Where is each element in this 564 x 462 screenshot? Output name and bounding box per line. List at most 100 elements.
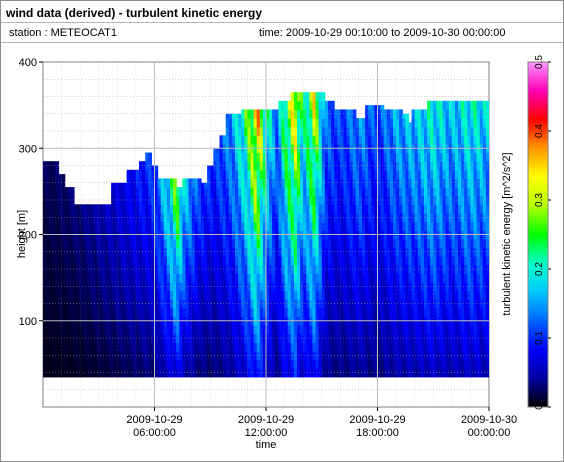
heatmap-cell <box>179 256 183 266</box>
heatmap-cell <box>485 204 489 214</box>
heatmap-cell <box>287 325 292 335</box>
heatmap-cell <box>303 178 307 188</box>
heatmap-cell <box>312 299 317 309</box>
heatmap-cell <box>408 187 413 197</box>
heatmap-cell <box>207 195 211 205</box>
heatmap-cell <box>358 256 363 266</box>
heatmap-cell <box>343 307 348 318</box>
heatmap-cell <box>340 333 345 343</box>
heatmap-cell <box>423 307 428 318</box>
heatmap-cell <box>222 221 227 231</box>
heatmap-cell <box>142 221 146 231</box>
heatmap-cell <box>194 195 199 205</box>
heatmap-cell <box>439 100 444 111</box>
heatmap-cell <box>331 247 335 257</box>
heatmap-cell <box>473 195 478 205</box>
heatmap-cell <box>272 273 276 283</box>
heatmap-cell <box>293 256 298 266</box>
heatmap-cell <box>482 342 487 352</box>
heatmap-cell <box>318 350 323 361</box>
heatmap-cell <box>73 333 78 343</box>
heatmap-cell <box>191 204 196 214</box>
heatmap-cell <box>114 256 118 266</box>
heatmap-cell <box>290 118 295 128</box>
heatmap-cell <box>306 152 310 162</box>
heatmap-cell <box>296 169 301 180</box>
heatmap-cell <box>349 135 354 145</box>
heatmap-cell <box>352 299 357 309</box>
heatmap-cell <box>83 273 87 283</box>
heatmap-cell <box>392 307 397 318</box>
heatmap-cell <box>451 212 456 223</box>
heatmap-cell <box>327 109 332 119</box>
heatmap-cell <box>225 307 230 318</box>
heatmap-cell <box>95 238 100 249</box>
heatmap-cell <box>266 290 270 300</box>
heatmap-cell <box>210 307 214 318</box>
heatmap-cell <box>427 299 431 309</box>
heatmap-cell <box>337 178 341 188</box>
heatmap-cell <box>340 368 345 378</box>
heatmap-cell <box>374 256 379 266</box>
heatmap-cell <box>451 368 456 378</box>
heatmap-cell <box>300 290 304 300</box>
heatmap-cell <box>408 135 413 145</box>
heatmap-cell <box>451 135 456 145</box>
heatmap-cell <box>405 290 410 300</box>
heatmap-cell <box>303 195 307 205</box>
heatmap-cell <box>266 325 270 335</box>
heatmap-cell <box>132 204 137 214</box>
heatmap-cell <box>157 238 162 249</box>
heatmap-cell <box>352 325 357 335</box>
heatmap-cell <box>290 204 295 214</box>
heatmap-cell <box>362 333 366 343</box>
heatmap-cell <box>145 333 149 343</box>
heatmap-cell <box>306 307 310 318</box>
heatmap-cell <box>262 118 267 128</box>
heatmap-cell <box>430 256 434 266</box>
heatmap-cell <box>235 221 239 231</box>
heatmap-cell <box>461 350 465 361</box>
heatmap-cell <box>244 281 249 292</box>
heatmap-cell <box>337 212 341 223</box>
heatmap-cell <box>365 118 369 128</box>
heatmap-cell <box>281 187 286 197</box>
heatmap-cell <box>473 100 478 111</box>
heatmap-cell <box>52 281 56 292</box>
heatmap-cell <box>231 187 236 197</box>
heatmap-cell <box>191 238 196 249</box>
heatmap-cell <box>225 247 230 257</box>
heatmap-cell <box>420 273 425 283</box>
heatmap-cell <box>290 92 295 102</box>
heatmap-cell <box>231 113 236 119</box>
heatmap-cell <box>235 256 239 266</box>
heatmap-cell <box>278 342 283 352</box>
heatmap-cell <box>204 325 208 335</box>
heatmap-cell <box>362 135 366 145</box>
heatmap-cell <box>306 256 310 266</box>
heatmap-cell <box>420 169 425 180</box>
heatmap-cell <box>309 256 314 266</box>
heatmap-cell <box>321 325 326 335</box>
heatmap-cell <box>241 221 245 231</box>
heatmap-cell <box>139 238 143 249</box>
heatmap-cell <box>337 342 341 352</box>
heatmap-cell <box>306 204 310 214</box>
heatmap-cell <box>309 290 314 300</box>
heatmap-cell <box>188 256 193 266</box>
heatmap-cell <box>430 281 434 292</box>
heatmap-cell <box>238 307 242 318</box>
heatmap-cell <box>365 221 369 231</box>
heatmap-cell <box>358 152 363 162</box>
heatmap-cell <box>49 204 53 214</box>
heatmap-cell <box>430 212 434 223</box>
heatmap-cell <box>247 161 252 171</box>
heatmap-cell <box>64 238 69 249</box>
heatmap-cell <box>231 247 236 257</box>
heatmap-cell <box>436 152 441 162</box>
heatmap-cell <box>433 126 437 136</box>
heatmap-cell <box>318 187 323 197</box>
heatmap-cell <box>244 325 249 335</box>
heatmap-cell <box>176 204 180 214</box>
heatmap-cell <box>262 109 267 119</box>
